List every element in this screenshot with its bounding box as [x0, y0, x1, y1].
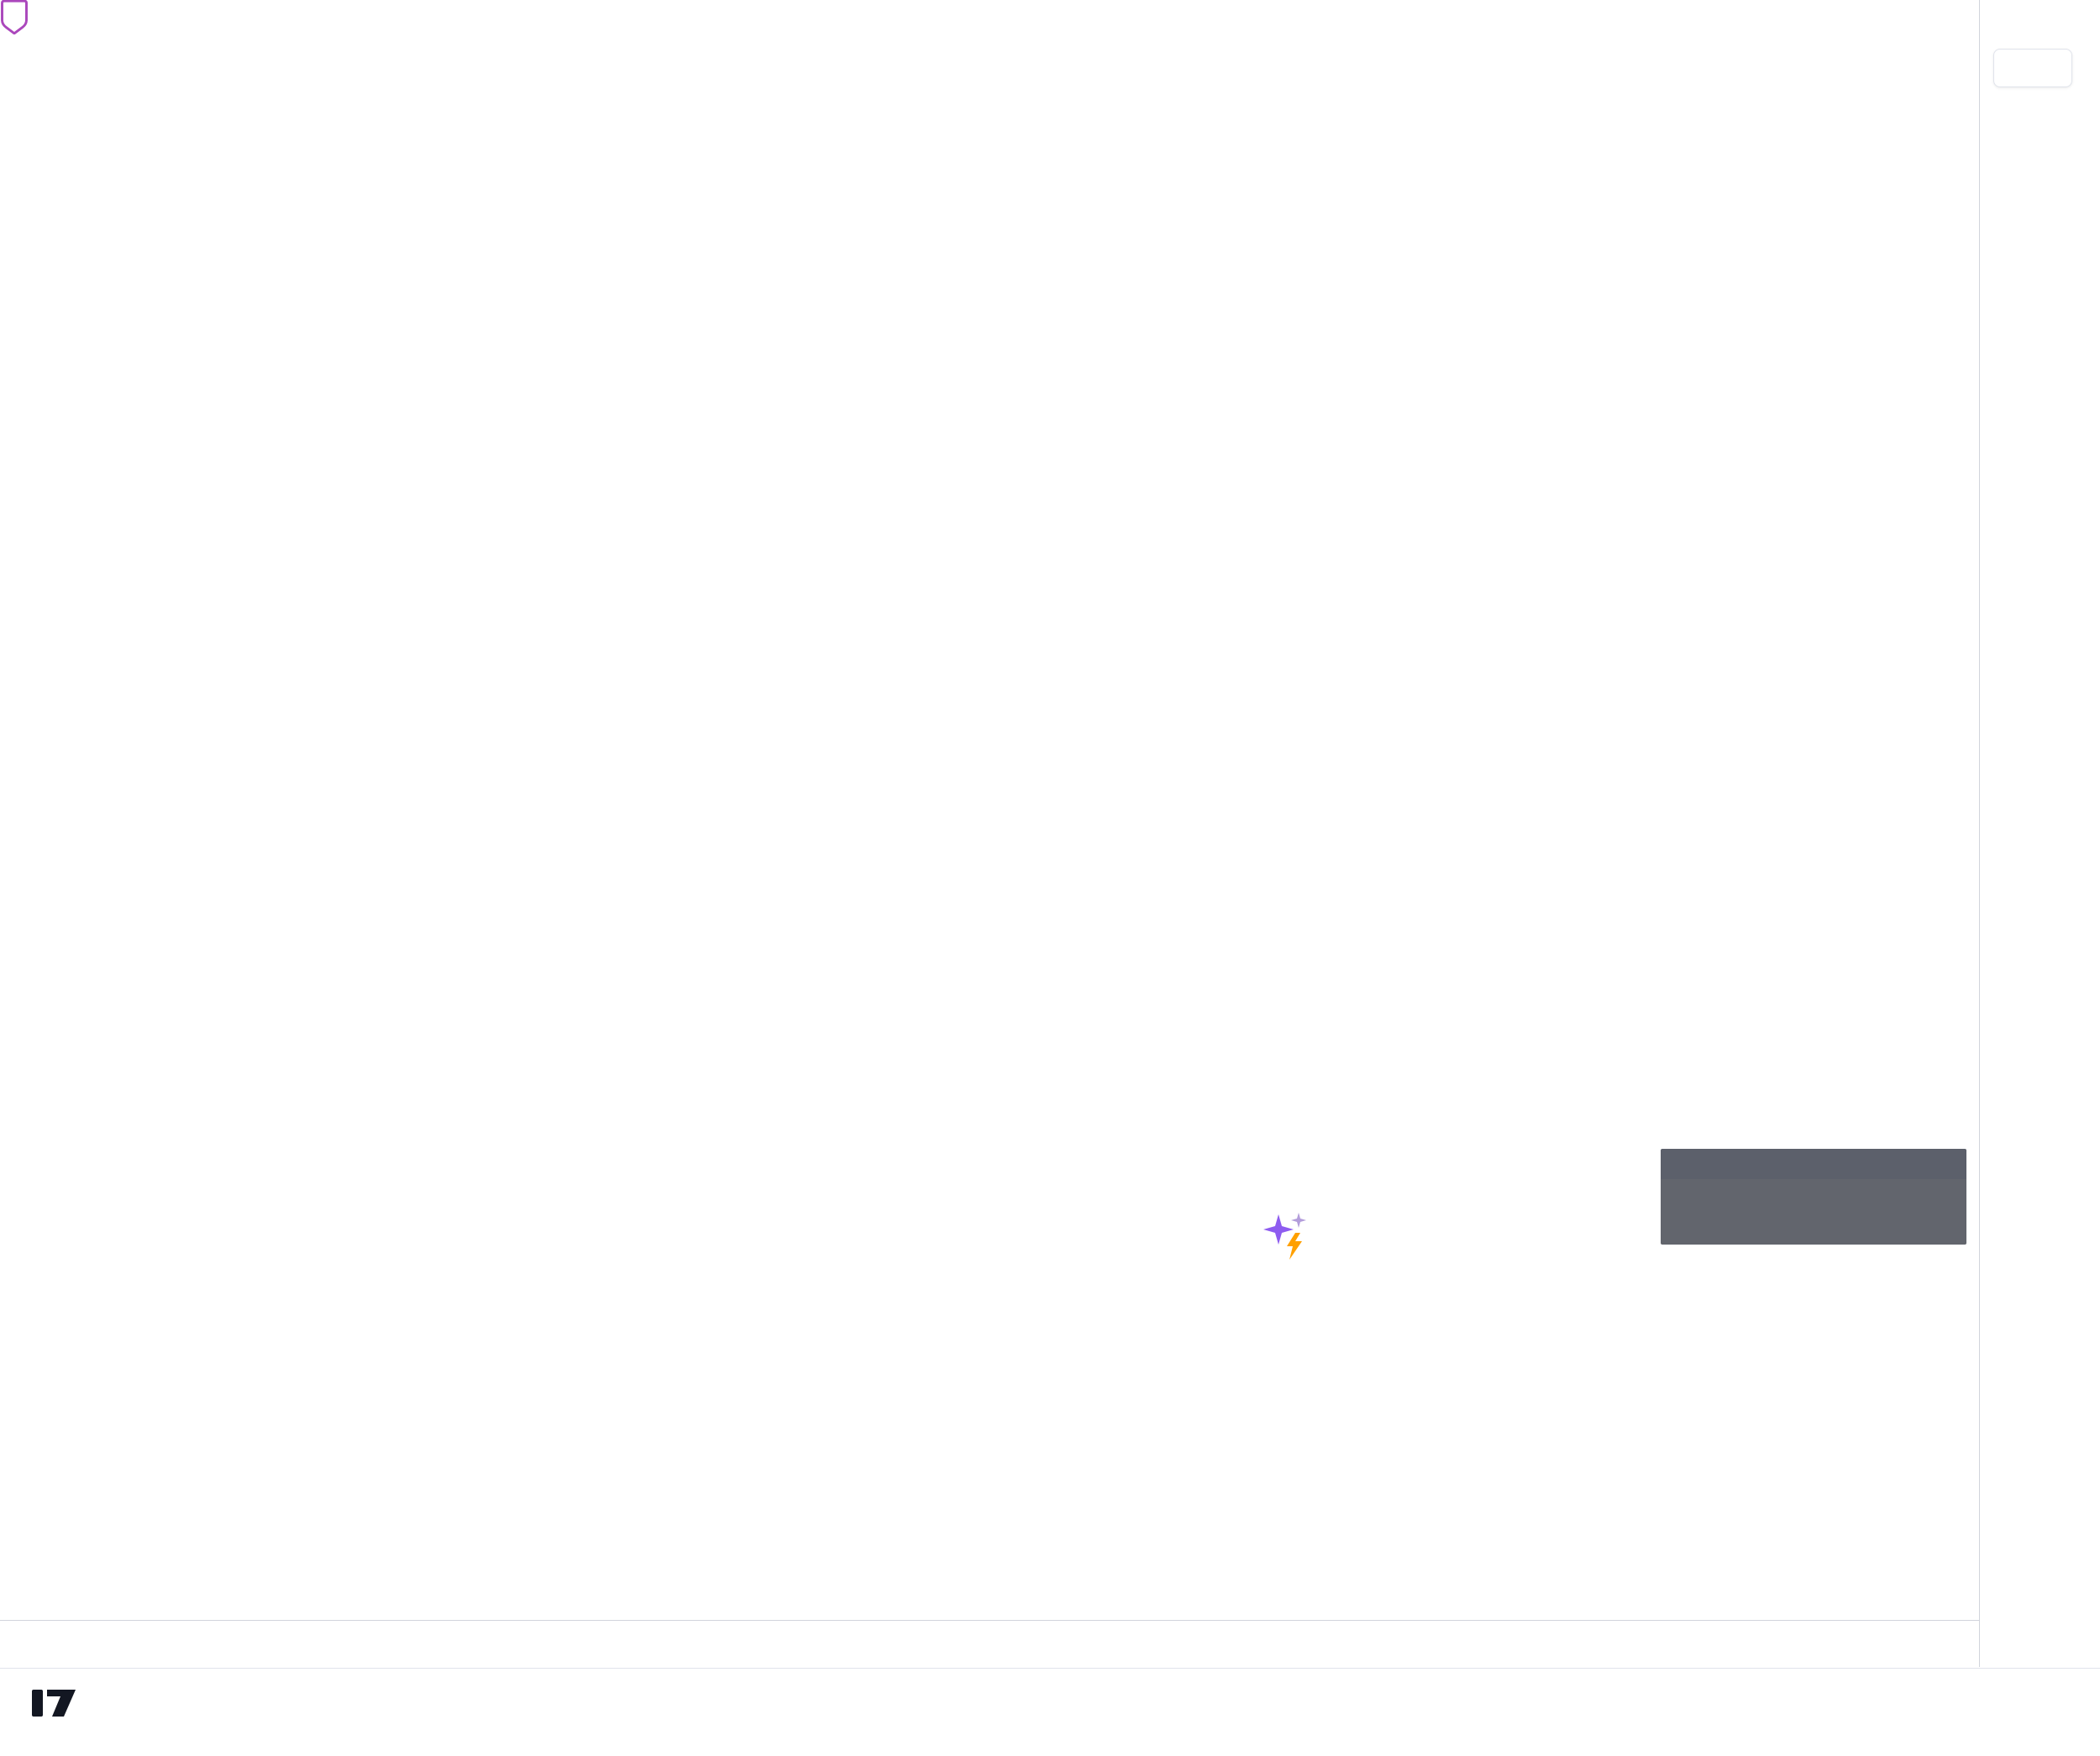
indicator-row-sma200[interactable] [29, 165, 113, 192]
tradingview-footer[interactable] [32, 1686, 91, 1720]
rsi-legend[interactable] [29, 1490, 53, 1510]
table-row-hoch-long [1661, 1179, 1966, 1212]
symbol-row[interactable] [29, 54, 113, 81]
blues-stats-table [1661, 1149, 1966, 1245]
chart-legend [29, 54, 113, 220]
price-axis[interactable] [1979, 0, 2100, 1667]
rsi-ma-axis-badge [1982, 0, 2067, 3]
time-axis[interactable] [0, 1620, 2100, 1669]
sparkle-bolt-icon [1258, 1211, 1312, 1269]
blues-table-header [1661, 1149, 1966, 1179]
event-badge-shield-purple[interactable] [0, 0, 29, 35]
indicator-row-sma20[interactable] [29, 137, 113, 165]
tradingview-logo-icon [32, 1690, 76, 1717]
table-row-tief-short [1661, 1212, 1966, 1245]
indicator-row-croc-vibes[interactable] [29, 192, 113, 220]
indicator-row-croc-chart[interactable] [29, 109, 113, 137]
currency-button[interactable] [1993, 49, 2072, 87]
volume-row[interactable] [29, 81, 113, 109]
